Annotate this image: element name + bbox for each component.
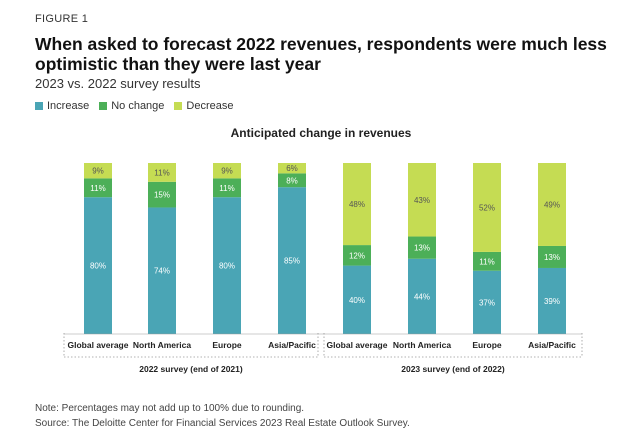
legend-swatch-increase [35,102,43,110]
data-label: 11% [154,168,169,177]
footnote: Note: Percentages may not add up to 100%… [35,403,305,414]
figure-label: FIGURE 1 [35,13,89,25]
legend: Increase No change Decrease [35,100,234,112]
data-label: 9% [221,167,233,176]
group-label: 2023 survey (end of 2022) [401,364,505,374]
bar-segment-decrease [538,163,566,246]
bar-segment-decrease [213,163,241,179]
category-label: North America [133,340,192,350]
data-label: 13% [414,244,430,253]
stacked-bar-chart: Anticipated change in revenues 80% 11% 9% Gl… [63,126,583,374]
bar-segment-no-change [408,236,436,259]
data-label: 39% [544,297,560,306]
category-label: Global average [68,340,129,350]
data-label: 9% [92,167,104,176]
data-label: 11% [479,257,494,266]
bar-segment-decrease [278,163,306,174]
bar-segment-no-change [538,245,566,268]
data-label: 48% [349,200,365,209]
data-label: 44% [414,292,430,301]
data-label: 80% [219,262,235,271]
data-label: 43% [414,196,430,205]
bar-segment-increase [148,207,176,334]
bar-segment-no-change [343,245,371,266]
data-label: 80% [90,262,106,271]
data-label: 37% [479,298,495,307]
chart-inner-title: Anticipated change in revenues [231,126,412,140]
data-label: 15% [154,191,170,200]
bar-segment-increase [473,270,501,334]
data-label: 12% [349,251,365,260]
bar-segment-decrease [473,163,501,252]
bar-segment-no-change [148,181,176,208]
data-label: 8% [286,176,298,185]
data-label: 74% [154,267,170,276]
legend-item-decrease: Decrease [174,100,234,112]
bar-segment-no-change [213,178,241,198]
bar-segment-increase [278,187,306,334]
bar-segment-increase [538,267,566,334]
bar-segment-decrease [148,163,176,182]
legend-item-no-change: No change [99,100,164,112]
bar-segment-increase [408,258,436,334]
bar-segment-decrease [343,163,371,246]
data-label: 6% [286,164,298,173]
chart-title: When asked to forecast 2022 revenues, re… [35,34,607,74]
bar-segment-increase [213,197,241,334]
data-label: 11% [90,184,105,193]
source-line: Source: The Deloitte Center for Financia… [35,418,410,429]
category-label: Asia/Pacific [528,340,576,350]
group-label: 2022 survey (end of 2021) [139,364,243,374]
data-label: 85% [284,257,300,266]
category-label: Global average [327,340,388,350]
legend-swatch-no-change [99,102,108,110]
category-label: Asia/Pacific [268,340,316,350]
bar-segment-increase [84,197,112,334]
bar-segment-no-change [278,173,306,188]
bar-segment-no-change [473,251,501,271]
bar-segment-increase [343,265,371,334]
legend-label-increase: Increase [47,100,90,112]
legend-label-decrease: Decrease [186,100,234,112]
data-label: 52% [479,203,495,212]
bar-segment-decrease [84,163,112,179]
legend-swatch-decrease [174,102,183,110]
bar-segment-decrease [408,163,436,237]
data-label: 49% [544,200,560,209]
data-label: 13% [544,253,560,262]
data-label: 11% [219,184,234,193]
chart-subtitle: 2023 vs. 2022 survey results [35,76,201,91]
legend-item-increase: Increase [35,100,89,112]
category-label: Europe [472,340,502,350]
category-label: Europe [212,340,242,350]
legend-label-no-change: No change [111,100,165,112]
category-label: North America [393,340,452,350]
bar-segment-no-change [84,178,112,198]
data-label: 40% [349,296,365,305]
